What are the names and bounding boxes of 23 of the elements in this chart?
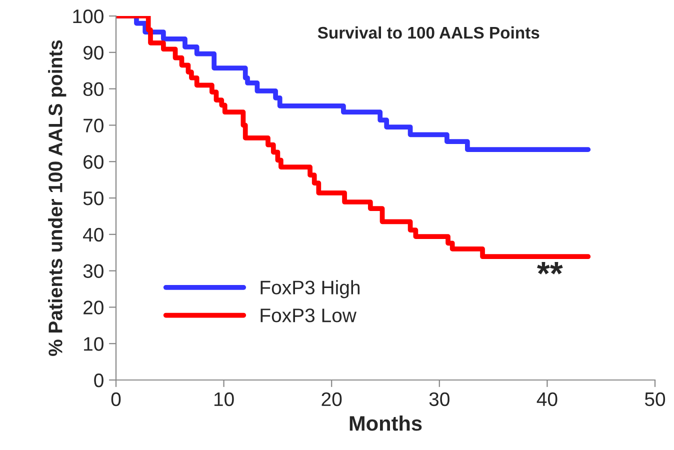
y-tick-label: 100: [73, 9, 104, 24]
x-tick-label: 20: [322, 392, 342, 406]
chart-title: Survival to 100 AALS Points: [318, 26, 540, 39]
y-tick-label: 30: [83, 264, 104, 278]
x-tick-label: 30: [429, 392, 450, 406]
x-tick-label: 40: [536, 392, 558, 406]
y-tick-label: 50: [83, 191, 104, 206]
x-axis-title: Months: [350, 415, 422, 431]
legend-label: FoxP3 High: [260, 280, 360, 298]
y-tick-label: 60: [84, 155, 104, 169]
y-tick-label: 70: [84, 118, 104, 132]
legend-label: FoxP3 Low: [260, 308, 356, 322]
x-tick-label: 10: [214, 392, 234, 406]
y-tick-label: 90: [83, 46, 104, 60]
x-tick-label: 0: [111, 392, 121, 406]
y-tick-label: 20: [84, 300, 104, 314]
y-tick-label: 10: [84, 337, 104, 351]
y-tick-label: 40: [83, 228, 104, 242]
y-tick-label: 0: [94, 373, 104, 388]
annotation: **: [537, 262, 563, 274]
x-tick-label: 50: [644, 392, 666, 406]
y-tick-label: 80: [83, 82, 104, 96]
y-axis-title: % Patients under 100 AALS points: [48, 40, 66, 356]
